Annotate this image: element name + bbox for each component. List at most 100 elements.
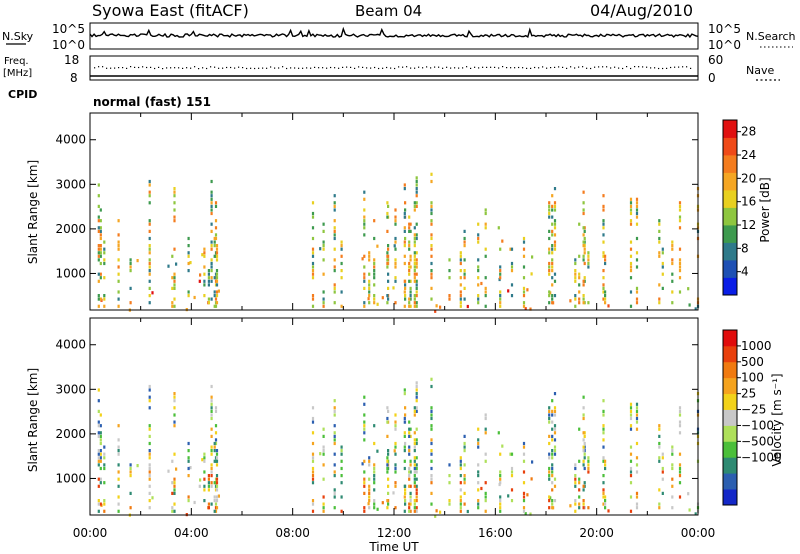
nsearch-label: N.Search: [746, 30, 796, 43]
nave-point: [342, 66, 344, 68]
power-cell: [386, 294, 389, 298]
velocity-cell: [386, 506, 389, 510]
nave-point: [622, 67, 624, 70]
velocity-cell: [404, 441, 407, 446]
power-cell: [103, 258, 106, 262]
velocity-cell: [215, 495, 219, 499]
power-cell: [386, 261, 389, 266]
power-cell: [415, 236, 418, 241]
velocity-cell: [311, 477, 315, 481]
velocity-cell: [409, 434, 412, 438]
power-cell: [387, 204, 390, 208]
velocity-cell: [148, 466, 151, 471]
velocity-cell: [340, 495, 343, 499]
power-cell: [448, 294, 451, 298]
velocity-cell: [635, 420, 639, 424]
power-cell: [409, 304, 412, 308]
velocity-cell: [574, 474, 577, 478]
nave-point: [458, 67, 460, 69]
velocity-cell: [340, 449, 343, 453]
velocity-cell: [99, 434, 102, 438]
power-cell: [448, 258, 451, 262]
velocity-cell: [210, 502, 213, 506]
power-cell: [213, 254, 216, 258]
power-cell: [97, 247, 100, 251]
power-colorbar-tick-label: 4: [741, 265, 749, 279]
power-cell: [430, 297, 433, 301]
velocity-cell: [430, 452, 433, 456]
power-cell: [203, 265, 206, 269]
power-cell: [477, 301, 480, 305]
nave-point: [486, 66, 488, 68]
nave-point: [410, 67, 412, 69]
power-cell: [582, 226, 585, 230]
nave-point: [102, 66, 104, 68]
velocity-cell: [148, 424, 151, 428]
power-cell: [381, 296, 384, 300]
velocity-cell: [210, 470, 213, 474]
power-cell: [510, 269, 514, 273]
power-cell: [602, 240, 605, 244]
velocity-colorbar-segment: [723, 425, 737, 442]
nave-point: [114, 67, 116, 69]
nave-point: [550, 67, 552, 69]
velocity-cell: [582, 506, 585, 510]
nave-point: [402, 66, 404, 68]
nave-point: [154, 67, 156, 70]
velocity-cell: [484, 491, 487, 495]
velocity-cell: [322, 509, 325, 513]
power-cell: [408, 265, 411, 269]
power-cell: [678, 247, 682, 251]
power-cell: [413, 233, 416, 237]
power-cell: [629, 254, 633, 258]
nave-point: [682, 66, 684, 68]
power-cell: [583, 229, 586, 233]
velocity-cell: [333, 406, 336, 410]
power-cell: [394, 240, 397, 244]
nave-point: [586, 67, 588, 69]
nave-point: [494, 66, 496, 68]
power-cell: [484, 276, 487, 280]
nave-point: [590, 67, 592, 70]
nave-point: [254, 67, 256, 70]
nave-point: [518, 66, 520, 69]
velocity-cell: [394, 420, 397, 424]
power-cell: [583, 236, 586, 241]
nave-point: [282, 66, 284, 68]
power-cell: [99, 229, 102, 233]
velocity-cell: [582, 459, 585, 463]
velocity-cell: [215, 484, 219, 488]
power-cell: [173, 276, 176, 280]
power-cell: [671, 240, 674, 244]
velocity-cell: [99, 459, 102, 463]
time-tick-label: 20:00: [579, 526, 614, 540]
velocity-cell: [403, 495, 406, 499]
power-colorbar-segment: [723, 242, 737, 261]
velocity-cell: [408, 509, 411, 513]
power-cell: [215, 283, 219, 287]
nave-point: [366, 67, 368, 69]
power-cell: [658, 301, 661, 305]
velocity-cell: [409, 427, 412, 431]
power-cell: [187, 290, 190, 294]
power-cell: [311, 254, 315, 258]
nave-point: [110, 67, 112, 69]
velocity-cell: [171, 506, 174, 510]
power-cell: [373, 265, 376, 269]
velocity-cell: [171, 509, 174, 513]
velocity-cell: [148, 499, 151, 503]
power-cell: [678, 226, 682, 230]
power-cell: [430, 269, 433, 273]
power-cell: [148, 194, 151, 198]
power-cell: [117, 240, 120, 244]
power-cell: [214, 219, 218, 223]
velocity-cell: [607, 509, 610, 513]
power-cell: [463, 258, 466, 262]
power-cell: [477, 265, 480, 269]
velocity-cell: [368, 459, 371, 463]
velocity-cell: [333, 413, 336, 417]
power-cell: [210, 276, 213, 280]
power-cell: [148, 190, 151, 194]
velocity-colorbar-segment: [723, 457, 737, 474]
velocity-cell: [509, 452, 512, 456]
